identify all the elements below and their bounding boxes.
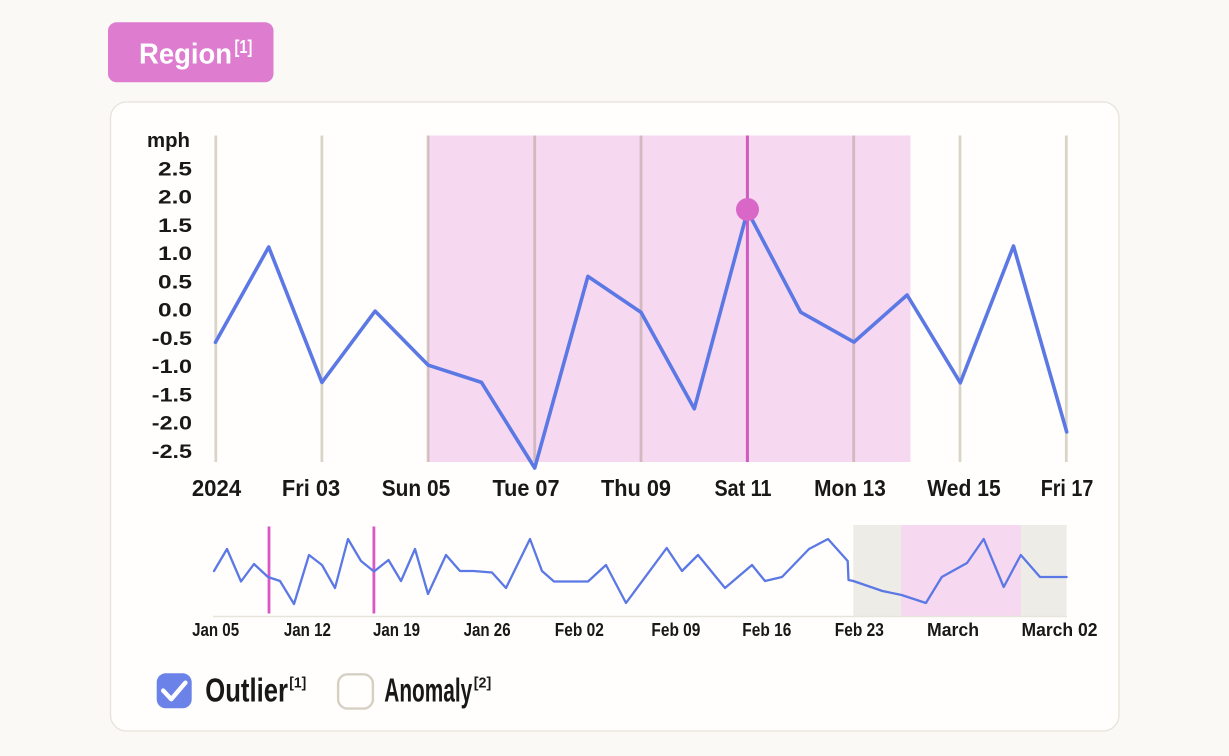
svg-text:[2]: [2] bbox=[474, 675, 492, 692]
svg-text:Mon 13: Mon 13 bbox=[814, 475, 886, 501]
svg-text:-0.5: -0.5 bbox=[152, 329, 193, 350]
svg-text:[1]: [1] bbox=[289, 675, 306, 692]
svg-text:2024: 2024 bbox=[192, 475, 241, 501]
svg-text:Sun 05: Sun 05 bbox=[382, 475, 451, 501]
svg-text:March: March bbox=[927, 620, 979, 640]
svg-text:Fri 17: Fri 17 bbox=[1041, 475, 1094, 501]
svg-text:Feb 02: Feb 02 bbox=[555, 620, 604, 640]
svg-text:1.5: 1.5 bbox=[158, 216, 193, 237]
svg-text:Feb 16: Feb 16 bbox=[742, 620, 791, 640]
svg-text:Fri 03: Fri 03 bbox=[282, 475, 340, 501]
svg-text:March 02: March 02 bbox=[1022, 620, 1098, 640]
svg-text:[1]: [1] bbox=[235, 37, 253, 57]
svg-text:-2.0: -2.0 bbox=[152, 414, 192, 435]
svg-text:-1.0: -1.0 bbox=[152, 357, 192, 378]
svg-text:0.0: 0.0 bbox=[158, 301, 192, 322]
svg-text:Jan 19: Jan 19 bbox=[373, 620, 420, 640]
svg-text:Jan 05: Jan 05 bbox=[192, 620, 239, 640]
svg-text:-2.5: -2.5 bbox=[152, 442, 193, 463]
svg-text:2.5: 2.5 bbox=[158, 159, 193, 180]
svg-text:Tue 07: Tue 07 bbox=[493, 475, 560, 501]
svg-text:Anomaly: Anomaly bbox=[384, 671, 472, 708]
svg-text:Jan 26: Jan 26 bbox=[464, 620, 511, 640]
svg-text:Sat 11: Sat 11 bbox=[715, 475, 772, 501]
svg-text:2.0: 2.0 bbox=[158, 188, 192, 209]
svg-text:Outlier: Outlier bbox=[205, 671, 288, 708]
svg-text:Thu 09: Thu 09 bbox=[601, 475, 671, 501]
svg-text:Feb 23: Feb 23 bbox=[835, 620, 884, 640]
svg-text:Region: Region bbox=[139, 38, 232, 70]
svg-text:Wed 15: Wed 15 bbox=[927, 475, 1001, 501]
svg-text:mph: mph bbox=[147, 130, 190, 152]
svg-text:Jan 12: Jan 12 bbox=[284, 620, 331, 640]
svg-text:1.0: 1.0 bbox=[158, 244, 192, 265]
svg-text:-1.5: -1.5 bbox=[152, 385, 193, 406]
svg-text:Feb 09: Feb 09 bbox=[651, 620, 700, 640]
svg-text:0.5: 0.5 bbox=[158, 272, 193, 293]
